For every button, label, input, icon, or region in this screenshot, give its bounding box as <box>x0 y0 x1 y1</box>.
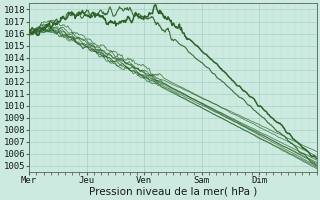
X-axis label: Pression niveau de la mer( hPa ): Pression niveau de la mer( hPa ) <box>89 187 257 197</box>
